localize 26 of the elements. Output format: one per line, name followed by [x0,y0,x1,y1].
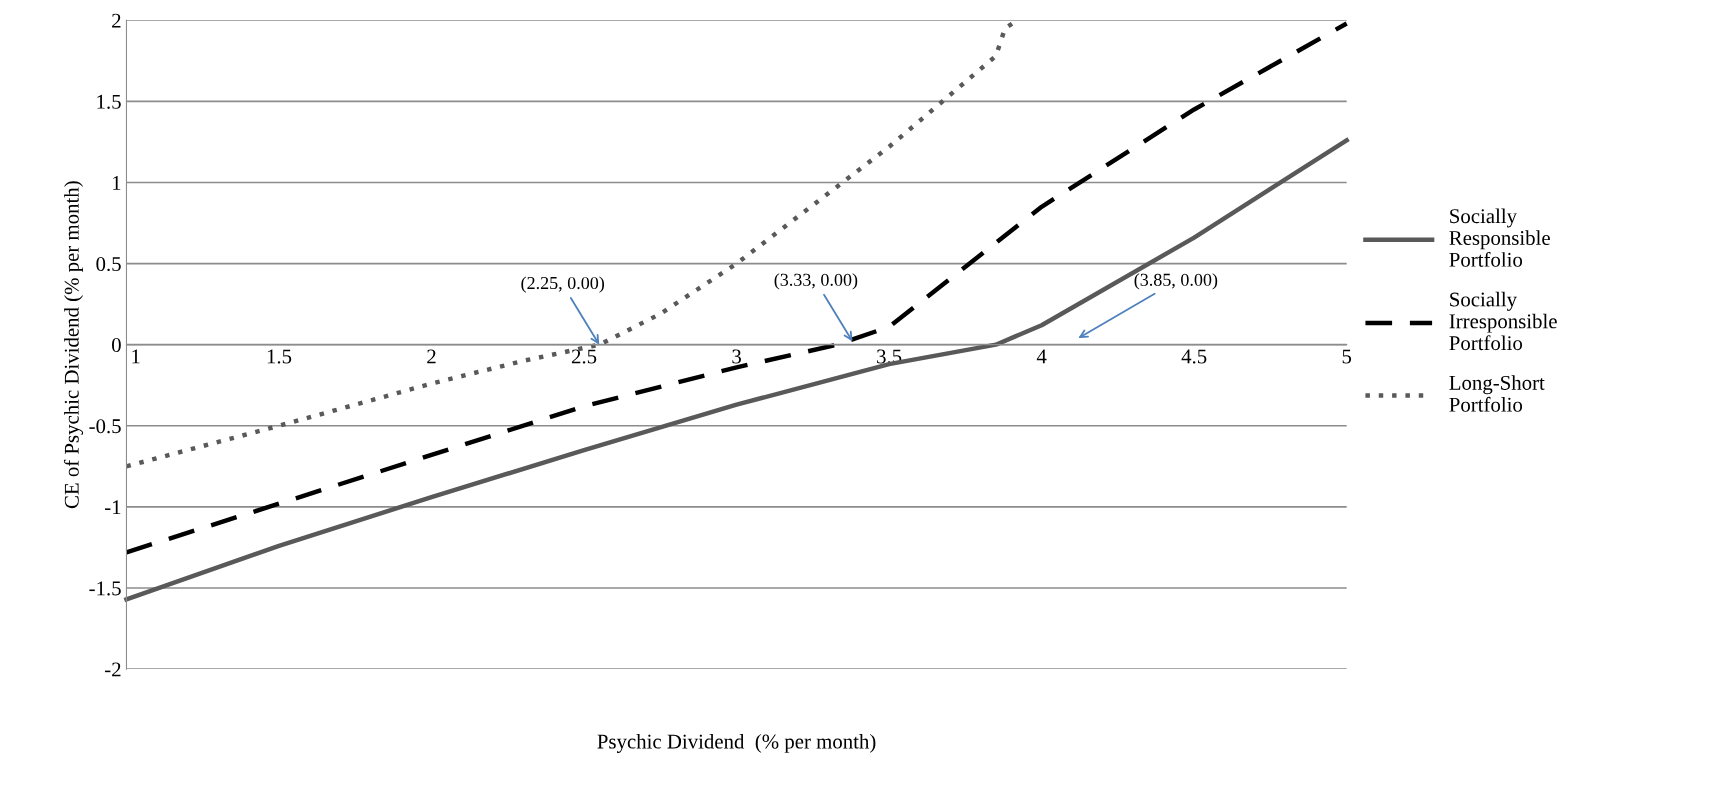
legend-label: Socially Responsible Portfolio [1449,208,1550,267]
line-series [124,138,1349,602]
x-tick-label: 2 [427,349,436,364]
x-tick-label: 1 [132,349,140,364]
y-tick-label: 2 [112,13,121,28]
y-tick-label: 0.5 [96,256,121,272]
y-tick-label: -1.5 [89,581,121,596]
y-axis-title: CE of Psychic Dividend (% per month) [63,181,84,509]
x-tick-label: 4 [1036,349,1047,364]
x-tick-label: 4.5 [1181,349,1207,364]
y-tick-label: -2 [105,662,121,677]
x-tick-label: 5 [1342,349,1352,364]
y-tick-label: -0.5 [89,419,121,434]
annotation: (3.85, 0.00) [1134,273,1218,290]
x-axis-title: Psychic Dividend (% per month) [597,733,876,753]
x-tick-label: 2.5 [571,349,597,364]
y-tick-label: 0 [111,338,121,353]
legend-label: Socially Irresponsible Portfolio [1449,291,1557,351]
y-tick-label: -1 [105,500,121,515]
y-tick-label: 1 [113,175,121,190]
x-tick-label: 1.5 [267,349,292,364]
legend-label: Long-Short Portfolio [1449,375,1545,412]
annotation: (3.33, 0.00) [774,273,858,290]
annotation: (2.25, 0.00) [521,276,605,293]
y-tick-label: 1.5 [97,94,121,109]
x-tick-label: 3 [732,349,741,364]
